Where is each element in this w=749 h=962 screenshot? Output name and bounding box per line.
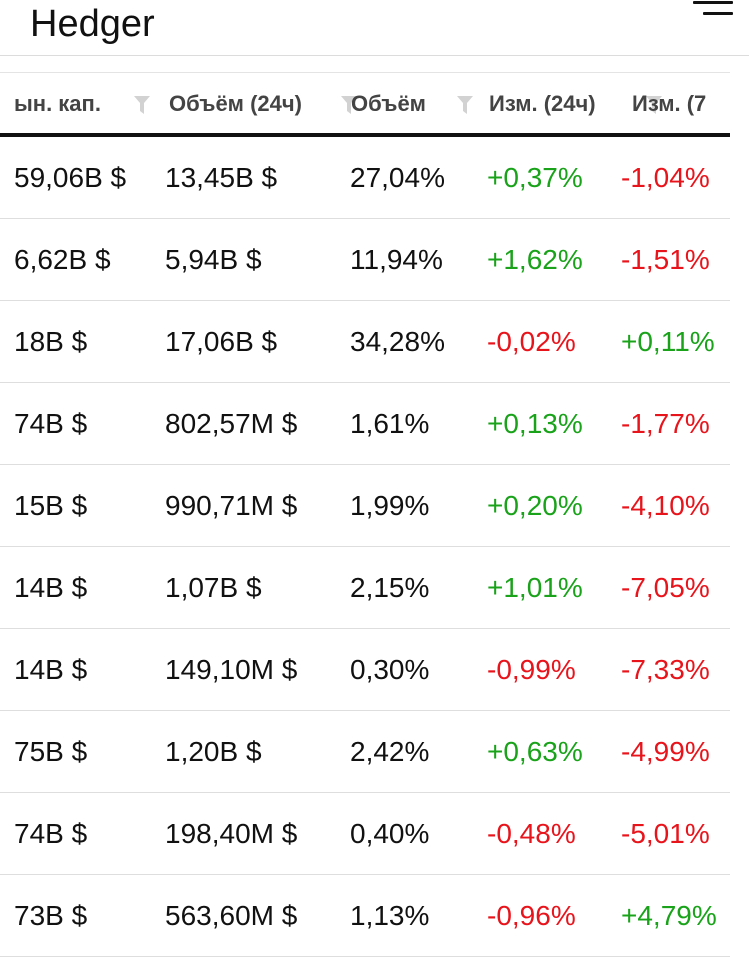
- cell-volume-share: 1,99%: [350, 490, 430, 521]
- app-title: Hedger: [30, 3, 155, 45]
- filter-icon[interactable]: [646, 96, 662, 114]
- cell-market-cap: 74B $: [14, 408, 88, 439]
- cell-change-24h: +0,63%: [487, 736, 583, 767]
- cell-volume-share: 0,30%: [350, 654, 430, 685]
- cell-change-7d: -4,99%: [621, 736, 710, 767]
- cell-change-7d: -7,05%: [621, 572, 710, 603]
- menu-bar: [703, 12, 733, 15]
- cell-volume-24h: 1,07B $: [165, 572, 262, 603]
- table-row[interactable]: 6,62B $ 5,94B $ 11,94% +1,62% -1,51%: [0, 219, 730, 301]
- cell-volume-24h: 1,20B $: [165, 736, 262, 767]
- cell-market-cap: 74B $: [14, 818, 88, 849]
- cell-change-7d: +4,79%: [621, 900, 717, 931]
- cell-market-cap: 75B $: [14, 736, 88, 767]
- cell-market-cap: 6,62B $: [14, 244, 111, 275]
- cell-change-24h: +0,13%: [487, 408, 583, 439]
- cell-volume-24h: 13,45B $: [165, 162, 278, 193]
- filter-icon[interactable]: [341, 96, 357, 114]
- cell-volume-share: 0,40%: [350, 818, 430, 849]
- cell-volume-share: 1,13%: [350, 900, 430, 931]
- cell-volume-share: 2,15%: [350, 572, 430, 603]
- cell-change-24h: +1,01%: [487, 572, 583, 603]
- hamburger-menu-icon[interactable]: [693, 0, 733, 18]
- column-header-change-7d[interactable]: Изм. (7: [632, 92, 707, 116]
- column-header-volume-24h[interactable]: Объём (24ч): [169, 92, 302, 116]
- cell-market-cap: 59,06B $: [14, 162, 127, 193]
- cell-volume-24h: 990,71M $: [165, 490, 298, 521]
- cell-change-24h: -0,99%: [487, 654, 576, 685]
- app-header: Hedger: [0, 0, 749, 56]
- cell-volume-24h: 563,60M $: [165, 900, 298, 931]
- cell-change-7d: -1,51%: [621, 244, 710, 275]
- cell-change-24h: +1,62%: [487, 244, 583, 275]
- cell-volume-24h: 17,06B $: [165, 326, 278, 357]
- cell-change-24h: -0,48%: [487, 818, 576, 849]
- table-row[interactable]: 73B $ 563,60M $ 1,13% -0,96% +4,79%: [0, 875, 730, 957]
- table-header-row: ын. кап. Объём (24ч) Объём Изм. (24ч) Из…: [0, 72, 749, 136]
- table-row[interactable]: 15B $ 990,71M $ 1,99% +0,20% -4,10%: [0, 465, 730, 547]
- table-row[interactable]: 75B $ 1,20B $ 2,42% +0,63% -4,99%: [0, 711, 730, 793]
- table-row[interactable]: 74B $ 198,40M $ 0,40% -0,48% -5,01%: [0, 793, 730, 875]
- column-header-market-cap[interactable]: ын. кап.: [14, 92, 101, 116]
- crypto-table: ын. кап. Объём (24ч) Объём Изм. (24ч) Из…: [0, 72, 749, 962]
- cell-volume-24h: 149,10M $: [165, 654, 298, 685]
- cell-market-cap: 14B $: [14, 654, 88, 685]
- table-row[interactable]: 59,06B $ 13,45B $ 27,04% +0,37% -1,04%: [0, 137, 730, 219]
- cell-change-7d: +0,11%: [621, 326, 715, 357]
- cell-market-cap: 73B $: [14, 900, 88, 931]
- cell-volume-24h: 198,40M $: [165, 818, 298, 849]
- column-header-change-24h[interactable]: Изм. (24ч): [489, 92, 596, 116]
- cell-change-7d: -7,33%: [621, 654, 710, 685]
- cell-market-cap: 14B $: [14, 572, 88, 603]
- table-row[interactable]: 14B $ 149,10M $ 0,30% -0,99% -7,33%: [0, 629, 730, 711]
- cell-change-7d: -5,01%: [621, 818, 710, 849]
- cell-change-7d: -4,10%: [621, 490, 710, 521]
- cell-change-24h: -0,02%: [487, 326, 576, 357]
- column-header-volume-share[interactable]: Объём: [351, 92, 426, 116]
- cell-change-7d: -1,04%: [621, 162, 710, 193]
- table-top-border: [0, 72, 730, 73]
- filter-icon[interactable]: [134, 96, 150, 114]
- cell-change-7d: -1,77%: [621, 408, 710, 439]
- cell-change-24h: +0,20%: [487, 490, 583, 521]
- cell-change-24h: -0,96%: [487, 900, 576, 931]
- menu-bar: [693, 1, 733, 4]
- cell-volume-24h: 5,94B $: [165, 244, 262, 275]
- cell-volume-share: 34,28%: [350, 326, 445, 357]
- cell-volume-share: 1,61%: [350, 408, 430, 439]
- cell-market-cap: 18B $: [14, 326, 88, 357]
- header-underline: [0, 133, 730, 137]
- table-row[interactable]: 18B $ 17,06B $ 34,28% -0,02% +0,11%: [0, 301, 730, 383]
- cell-volume-share: 11,94%: [350, 244, 443, 275]
- table-row[interactable]: 14B $ 1,07B $ 2,15% +1,01% -7,05%: [0, 547, 730, 629]
- cell-change-24h: +0,37%: [487, 162, 583, 193]
- table-row[interactable]: 74B $ 802,57M $ 1,61% +0,13% -1,77%: [0, 383, 730, 465]
- cell-volume-share: 2,42%: [350, 736, 430, 767]
- cell-volume-share: 27,04%: [350, 162, 445, 193]
- cell-volume-24h: 802,57M $: [165, 408, 298, 439]
- filter-icon[interactable]: [457, 96, 473, 114]
- cell-market-cap: 15B $: [14, 490, 88, 521]
